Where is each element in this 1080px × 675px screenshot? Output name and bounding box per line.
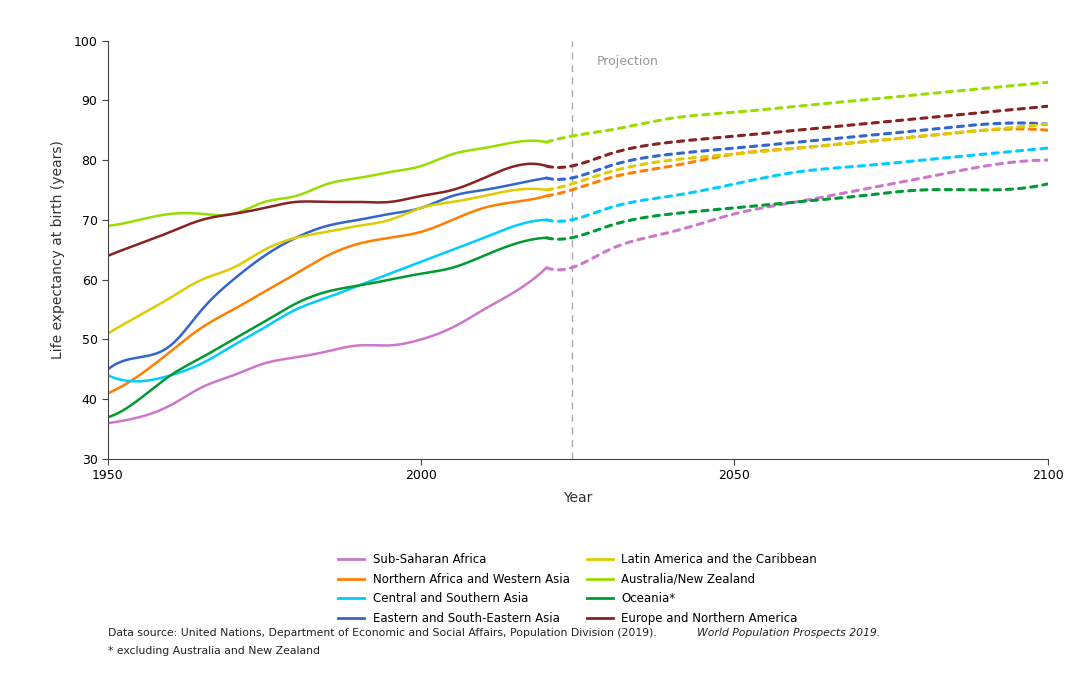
X-axis label: Year: Year [563, 491, 593, 505]
Text: * excluding Australia and New Zealand: * excluding Australia and New Zealand [108, 646, 320, 656]
Text: World Population Prospects 2019.: World Population Prospects 2019. [697, 628, 880, 638]
Text: Projection: Projection [596, 55, 659, 68]
Text: Data source: United Nations, Department of Economic and Social Affairs, Populati: Data source: United Nations, Department … [108, 628, 660, 638]
Legend: Sub-Saharan Africa, Northern Africa and Western Asia, Central and Southern Asia,: Sub-Saharan Africa, Northern Africa and … [334, 549, 822, 630]
Y-axis label: Life expectancy at birth (years): Life expectancy at birth (years) [52, 140, 66, 359]
